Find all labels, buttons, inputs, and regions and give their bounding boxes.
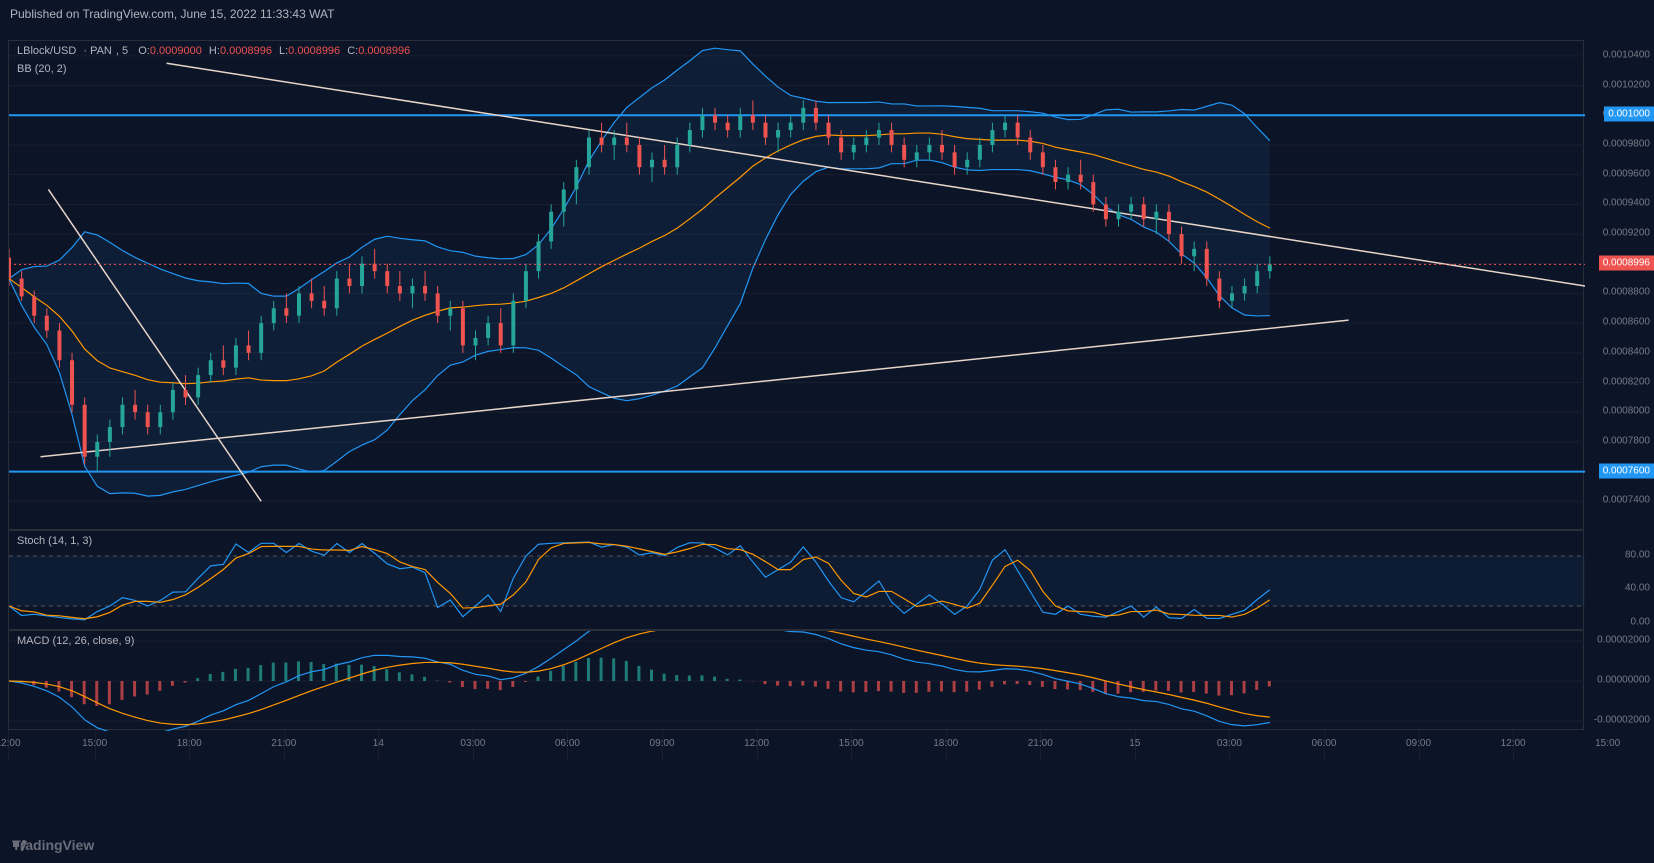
price-axis-tick: 0.0008400 <box>1603 346 1650 357</box>
time-axis-label: 14 <box>373 738 384 749</box>
chart-container[interactable]: Published on TradingView.com, June 15, 2… <box>0 0 1654 863</box>
time-axis-label: 21:00 <box>271 738 296 749</box>
macd-panel[interactable]: MACD (12, 26, close, 9) <box>8 630 1584 730</box>
time-axis-label: 09:00 <box>650 738 675 749</box>
time-axis[interactable]: 12:00 15:00 18:00 21:00 14 03:00 06:00 09:00 12:… <box>8 730 1584 760</box>
published-header: Published on TradingView.com, June 15, 2… <box>10 7 334 21</box>
time-axis-label: 18:00 <box>177 738 202 749</box>
time-axis-label: 06:00 <box>555 738 580 749</box>
macd-axis-tick: 0.00000000 <box>1597 675 1650 686</box>
tv-logo-icon <box>12 837 28 853</box>
price-axis-tick: 0.0008000 <box>1603 406 1650 417</box>
level-price-tag: 0.001000 <box>1604 107 1654 122</box>
time-axis-label: 12:00 <box>0 738 21 749</box>
macd-axis-tick: -0.00002000 <box>1594 715 1650 726</box>
time-axis-label: 06:00 <box>1311 738 1336 749</box>
price-axis-tick: 0.0009400 <box>1603 198 1650 209</box>
price-axis-tick: 0.0008200 <box>1603 376 1650 387</box>
price-axis-macd[interactable]: 0.00002000 0.00000000 -0.00002000 <box>1584 630 1654 730</box>
macd-axis-tick: 0.00002000 <box>1597 635 1650 646</box>
time-axis-label: 03:00 <box>460 738 485 749</box>
price-axis-tick: 0.0008800 <box>1603 287 1650 298</box>
time-axis-label: 15:00 <box>82 738 107 749</box>
time-axis-label: 15:00 <box>839 738 864 749</box>
time-axis-label: 03:00 <box>1217 738 1242 749</box>
current-price-tag: 0.0008996 <box>1599 256 1654 271</box>
stoch-svg <box>9 531 1585 631</box>
price-axis-main[interactable]: 0.00104000.00102000.00100000.00098000.00… <box>1584 40 1654 530</box>
stoch-legend: Stoch (14, 1, 3) <box>17 535 92 547</box>
time-axis-label: 12:00 <box>744 738 769 749</box>
macd-svg <box>9 631 1585 731</box>
price-axis-stoch[interactable]: 80.00 40.00 0.00 <box>1584 530 1654 630</box>
main-price-panel[interactable]: LBlock/USD · PAN, 5 O:0.0009000 H:0.0008… <box>8 40 1584 530</box>
time-axis-label: 12:00 <box>1501 738 1526 749</box>
price-axis-tick: 0.0007400 <box>1603 495 1650 506</box>
price-axis-tick: 0.0010200 <box>1603 79 1650 90</box>
symbol-legend: LBlock/USD · PAN, 5 O:0.0009000 H:0.0008… <box>17 45 414 57</box>
time-axis-label: 18:00 <box>933 738 958 749</box>
stoch-axis-tick: 40.00 <box>1625 583 1650 594</box>
price-axis-tick: 0.0010400 <box>1603 49 1650 60</box>
price-axis-tick: 0.0009800 <box>1603 138 1650 149</box>
bb-legend: BB (20, 2) <box>17 63 67 75</box>
stoch-panel[interactable]: Stoch (14, 1, 3) <box>8 530 1584 630</box>
stoch-axis-tick: 80.00 <box>1625 550 1650 561</box>
price-axis-tick: 0.0009600 <box>1603 168 1650 179</box>
price-chart-svg <box>9 41 1585 531</box>
time-axis-label: 21:00 <box>1028 738 1053 749</box>
stoch-axis-tick: 0.00 <box>1631 616 1650 627</box>
price-axis-tick: 0.0009200 <box>1603 228 1650 239</box>
macd-legend: MACD (12, 26, close, 9) <box>17 635 134 647</box>
tradingview-logo: TradingView <box>12 837 94 853</box>
level-price-tag: 0.0007600 <box>1599 463 1654 478</box>
price-axis-tick: 0.0008600 <box>1603 317 1650 328</box>
time-axis-label: 09:00 <box>1406 738 1431 749</box>
time-axis-label: 15:00 <box>1595 738 1620 749</box>
time-axis-label: 15 <box>1129 738 1140 749</box>
price-axis-tick: 0.0007800 <box>1603 435 1650 446</box>
